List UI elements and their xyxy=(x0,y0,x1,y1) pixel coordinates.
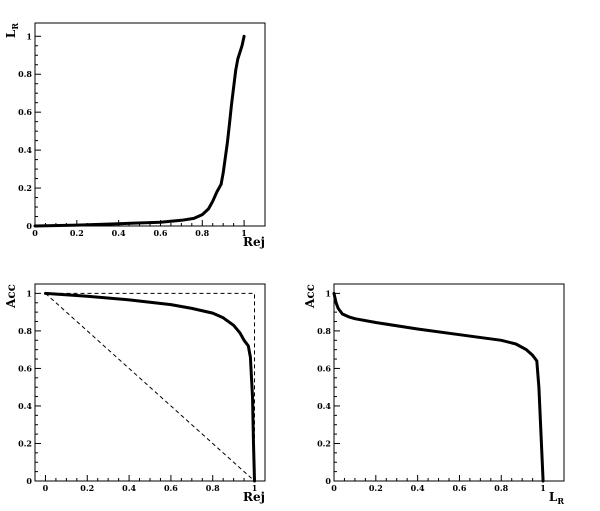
plot-frame xyxy=(34,283,266,482)
x-tick-label: 0.8 xyxy=(494,483,508,493)
y-tick-label: 0 xyxy=(26,221,32,231)
y-tick-label: 0.2 xyxy=(18,183,32,193)
x-tick-label: 0.4 xyxy=(122,483,136,493)
x-tick-label: 0.6 xyxy=(153,228,167,238)
y-tick-label: 0.8 xyxy=(18,69,32,79)
x-tick-label: 0.4 xyxy=(112,228,126,238)
y-tick-label: 1 xyxy=(325,288,331,298)
y-tick-label: 0.4 xyxy=(18,401,32,411)
series-line xyxy=(44,291,256,483)
y-tick-label: 0.4 xyxy=(18,145,32,155)
x-tick-label: 0 xyxy=(43,483,49,493)
y-axis-label: Acc xyxy=(303,284,317,309)
x-tick-label: 0.8 xyxy=(206,483,220,493)
y-tick-label: 0.6 xyxy=(18,363,32,373)
x-axis-label: Rej xyxy=(243,235,265,249)
x-tick-label: 1 xyxy=(540,483,546,493)
y-tick-label: 0.6 xyxy=(18,107,32,117)
y-tick-label: 0.8 xyxy=(18,326,32,336)
x-tick-label: 0.6 xyxy=(164,483,178,493)
y-tick-label: 0.2 xyxy=(18,438,32,448)
y-tick-label: 0 xyxy=(325,476,331,486)
y-tick-label: 0.6 xyxy=(317,363,331,373)
y-tick-label: 0.8 xyxy=(317,326,331,336)
series-line xyxy=(332,291,545,483)
y-tick-label: 1 xyxy=(26,31,32,41)
y-axis-label: LR xyxy=(4,23,20,38)
x-tick-label: 0.2 xyxy=(70,228,84,238)
x-tick-label: 1 xyxy=(252,483,258,493)
x-axis-label: Rej xyxy=(243,490,265,504)
x-tick-label: 1 xyxy=(241,228,247,238)
plot-frame xyxy=(333,283,565,482)
x-tick-label: 0.8 xyxy=(195,228,209,238)
series-line xyxy=(33,34,246,228)
x-tick-label: 0 xyxy=(32,228,38,238)
x-tick-label: 0.2 xyxy=(369,483,383,493)
x-axis-label: LR xyxy=(549,490,564,506)
reference-line xyxy=(45,293,255,482)
y-tick-label: 0 xyxy=(26,476,32,486)
y-axis-label: Acc xyxy=(4,284,18,309)
x-tick-label: 0.6 xyxy=(452,483,466,493)
y-tick-label: 0.2 xyxy=(317,438,331,448)
x-tick-label: 0.2 xyxy=(80,483,94,493)
y-tick-label: 1 xyxy=(26,288,32,298)
x-tick-label: 0.4 xyxy=(411,483,425,493)
x-tick-label: 0 xyxy=(331,483,337,493)
y-tick-label: 0.4 xyxy=(317,401,331,411)
